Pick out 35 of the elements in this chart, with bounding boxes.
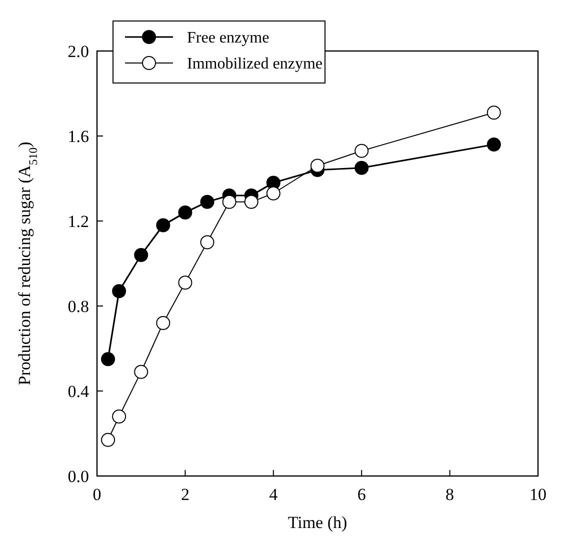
point (101, 352, 116, 366)
point (134, 364, 148, 379)
point (156, 218, 170, 232)
point (354, 160, 369, 175)
point (200, 235, 214, 250)
x-tick-label: 8 (446, 485, 454, 504)
point (222, 194, 236, 209)
point (156, 316, 170, 330)
point (244, 194, 258, 209)
x-axis-title: Time (h) (288, 513, 348, 532)
x-tick-label: 10 (530, 485, 546, 504)
point (112, 410, 126, 424)
legend-label: Free enzyme (187, 30, 270, 47)
y-tick-label: 1.6 (68, 126, 89, 146)
point (486, 138, 501, 152)
legend-label: Immobilized enzyme (187, 56, 323, 73)
y-tick-label: 0.0 (68, 466, 89, 486)
point (134, 248, 148, 262)
y-tick-label: 0.4 (68, 382, 90, 401)
x-tick-label: 0 (92, 485, 102, 504)
y-tick-label: 2.0 (68, 42, 89, 61)
y-tick-label: 1.2 (68, 212, 89, 231)
x-tick-label: 2 (180, 485, 190, 504)
y-tick-label: 0.8 (68, 296, 89, 316)
point (310, 158, 324, 173)
point (266, 186, 280, 200)
point (101, 432, 116, 447)
point (178, 206, 192, 220)
x-tick-label: 6 (357, 485, 366, 504)
point (200, 194, 214, 209)
point (354, 144, 369, 158)
point (486, 106, 501, 120)
point (178, 276, 192, 290)
x-tick-label: 4 (269, 485, 278, 504)
point (112, 284, 126, 298)
